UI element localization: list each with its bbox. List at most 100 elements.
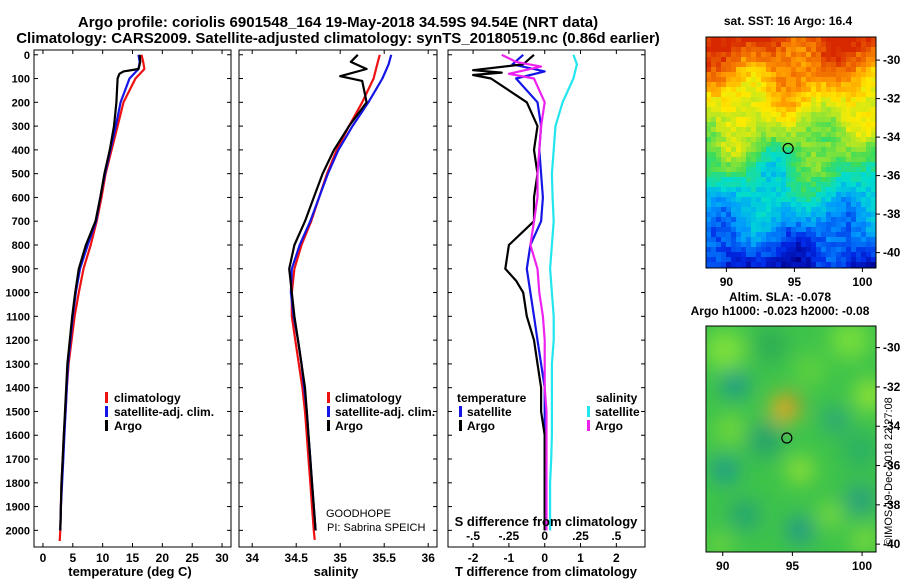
sst-cell (826, 82, 832, 88)
sst-cell (811, 162, 817, 168)
sst-cell (866, 252, 872, 258)
sst-cell (801, 262, 807, 268)
sst-cell (831, 87, 837, 93)
sst-cell (706, 82, 712, 88)
sst-cell (766, 237, 772, 243)
sst-cell (706, 67, 712, 73)
sst-cell (736, 187, 742, 193)
sst-cell (866, 242, 872, 248)
sst-cell (836, 107, 842, 113)
sst-cell (776, 162, 782, 168)
legend-swatch-satellite (105, 406, 108, 417)
sst-cell (806, 157, 812, 163)
sst-cell (726, 252, 732, 258)
sst-cell (841, 147, 847, 153)
sst-cell (726, 72, 732, 78)
sst-cell (796, 227, 802, 233)
sst-cell (781, 167, 787, 173)
sst-cell (756, 112, 762, 118)
sst-cell (776, 262, 782, 268)
legend-label-satellite-t: satellite (467, 405, 512, 419)
sst-cell (746, 112, 752, 118)
sst-cell (821, 252, 827, 258)
sst-cell (736, 117, 742, 123)
sst-cell (756, 137, 762, 143)
sst-cell (766, 142, 772, 148)
sst-cell (841, 182, 847, 188)
sst-cell (846, 197, 852, 203)
sst-cell (811, 47, 817, 53)
sst-cell (766, 257, 772, 263)
sst-cell (796, 262, 802, 268)
sst-cell (746, 217, 752, 223)
sst-cell (851, 212, 857, 218)
sst-cell (796, 242, 802, 248)
sst-cell (851, 247, 857, 253)
x-tick-label: 10 (96, 551, 110, 565)
depth-tick-label: 900 (12, 264, 30, 276)
sst-cell (871, 87, 876, 93)
sst-cell (736, 152, 742, 158)
sst-cell (716, 42, 722, 48)
sst-cell (811, 37, 817, 43)
sst-cell (756, 37, 762, 43)
sst-cell (711, 137, 717, 143)
sst-cell (771, 237, 777, 243)
sst-cell (866, 112, 872, 118)
sst-cell (821, 247, 827, 253)
sst-cell (866, 227, 872, 233)
x-tick-label: -1 (504, 551, 515, 565)
sst-cell (806, 252, 812, 258)
sst-cell (736, 137, 742, 143)
sst-cell (731, 197, 737, 203)
sst-cell (751, 42, 757, 48)
sst-cell (796, 172, 802, 178)
sst-cell (851, 237, 857, 243)
sst-cell (861, 257, 867, 263)
sst-cell (826, 182, 832, 188)
depth-tick-label: 500 (12, 169, 30, 181)
sst-cell (781, 42, 787, 48)
sst-cell (781, 137, 787, 143)
sst-cell (796, 132, 802, 138)
sst-cell (741, 152, 747, 158)
sst-cell (731, 152, 737, 158)
sst-cell (856, 127, 862, 133)
sst-cell (846, 122, 852, 128)
sst-cell (751, 247, 757, 253)
sst-cell (831, 232, 837, 238)
sst-cell (706, 122, 712, 128)
sst-cell (766, 102, 772, 108)
sst-cell (796, 62, 802, 68)
sst-cell (821, 132, 827, 138)
sst-cell (766, 167, 772, 173)
sst-cell (791, 237, 797, 243)
sst-cell (736, 202, 742, 208)
sst-cell (826, 122, 832, 128)
sst-cell (731, 252, 737, 258)
sst-cell (781, 132, 787, 138)
sst-cell (811, 222, 817, 228)
sst-cell (776, 87, 782, 93)
sst-cell (776, 47, 782, 53)
sst-cell (706, 92, 712, 98)
x-tick-label: -2 (468, 551, 479, 565)
sst-cell (711, 257, 717, 263)
sla-blob (714, 414, 746, 446)
sst-cell (766, 227, 772, 233)
sst-cell (751, 232, 757, 238)
sst-cell (761, 192, 767, 198)
sst-cell (871, 137, 876, 143)
sst-cell (821, 212, 827, 218)
sst-cell (786, 192, 792, 198)
sst-cell (801, 187, 807, 193)
sst-cell (721, 217, 727, 223)
sst-cell (756, 87, 762, 93)
sst-cell (776, 142, 782, 148)
sst-cell (721, 167, 727, 173)
sst-cell (861, 42, 867, 48)
sst-cell (831, 167, 837, 173)
sst-cell (711, 222, 717, 228)
sst-cell (826, 212, 832, 218)
sst-cell (801, 247, 807, 253)
